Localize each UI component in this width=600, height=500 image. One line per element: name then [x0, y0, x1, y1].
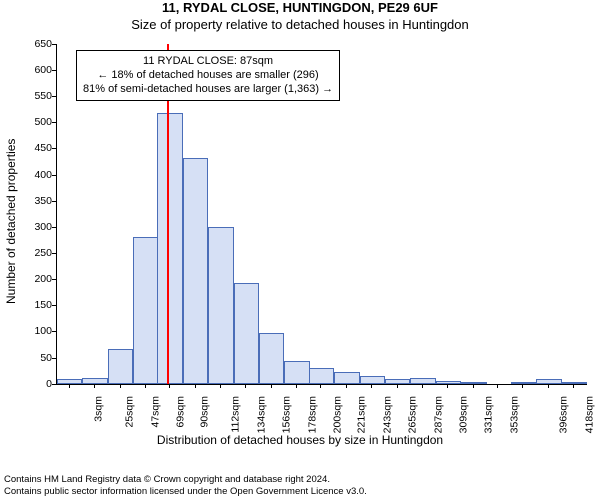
x-tick-label: 47sqm: [149, 396, 161, 428]
x-tick-label: 134sqm: [255, 396, 267, 433]
histogram-bar: [360, 376, 385, 383]
x-tick-label: 243sqm: [381, 396, 393, 433]
x-tick-label: 287sqm: [432, 396, 444, 433]
x-tick-label: 3sqm: [92, 396, 104, 422]
chart-container: 11, RYDAL CLOSE, HUNTINGDON, PE29 6UF Si…: [0, 0, 600, 500]
annotation-line-1: 11 RYDAL CLOSE: 87sqm: [83, 54, 333, 68]
x-tick-label: 69sqm: [174, 396, 186, 428]
y-tick-label: 450: [12, 142, 52, 154]
x-axis-label: Distribution of detached houses by size …: [0, 433, 600, 447]
x-tick-label: 156sqm: [281, 396, 293, 433]
annotation-box: 11 RYDAL CLOSE: 87sqm ← 18% of detached …: [76, 50, 340, 101]
histogram-bar: [234, 283, 259, 383]
annotation-line-2: ← 18% of detached houses are smaller (29…: [83, 68, 333, 82]
histogram-bar: [183, 158, 208, 384]
y-tick-label: 250: [12, 247, 52, 259]
x-tick-label: 25sqm: [124, 396, 136, 428]
footer: Contains HM Land Registry data © Crown c…: [4, 474, 367, 498]
x-tick-label: 200sqm: [332, 396, 344, 433]
x-tick-label: 309sqm: [457, 396, 469, 433]
x-tick-label: 353sqm: [508, 396, 520, 433]
histogram-bar: [284, 361, 309, 384]
x-tick-label: 221sqm: [356, 396, 368, 433]
footer-line-1: Contains HM Land Registry data © Crown c…: [4, 474, 367, 486]
y-tick-label: 50: [12, 352, 52, 364]
x-tick-label: 90sqm: [199, 396, 211, 428]
y-tick-label: 350: [12, 195, 52, 207]
histogram-bar: [334, 372, 359, 384]
x-tick-label: 418sqm: [583, 396, 595, 433]
y-tick-label: 600: [12, 64, 52, 76]
histogram-bar: [57, 379, 82, 384]
x-tick-label: 331sqm: [483, 396, 495, 433]
histogram-bar: [108, 349, 133, 384]
y-tick-label: 400: [12, 169, 52, 181]
page-title: 11, RYDAL CLOSE, HUNTINGDON, PE29 6UF: [0, 0, 600, 17]
histogram-bar: [309, 368, 334, 384]
footer-line-2: Contains public sector information licen…: [4, 486, 367, 498]
x-tick-label: 178sqm: [306, 396, 318, 433]
x-tick-label: 396sqm: [558, 396, 570, 433]
y-tick-label: 650: [12, 38, 52, 50]
histogram-bar: [133, 237, 158, 383]
annotation-line-3: 81% of semi-detached houses are larger (…: [83, 82, 333, 96]
y-tick-label: 300: [12, 221, 52, 233]
y-tick-label: 100: [12, 325, 52, 337]
x-tick-label: 265sqm: [407, 396, 419, 433]
histogram-bar: [208, 227, 233, 384]
y-tick-label: 200: [12, 273, 52, 285]
chart-area: Number of detached properties 0501001502…: [0, 38, 600, 448]
y-tick-label: 500: [12, 116, 52, 128]
y-tick-label: 550: [12, 90, 52, 102]
y-tick-label: 0: [12, 378, 52, 390]
page-subtitle: Size of property relative to detached ho…: [0, 17, 600, 34]
histogram-bar: [157, 113, 182, 384]
x-tick-label: 112sqm: [229, 396, 241, 433]
y-tick-label: 150: [12, 299, 52, 311]
histogram-bar: [259, 333, 284, 384]
